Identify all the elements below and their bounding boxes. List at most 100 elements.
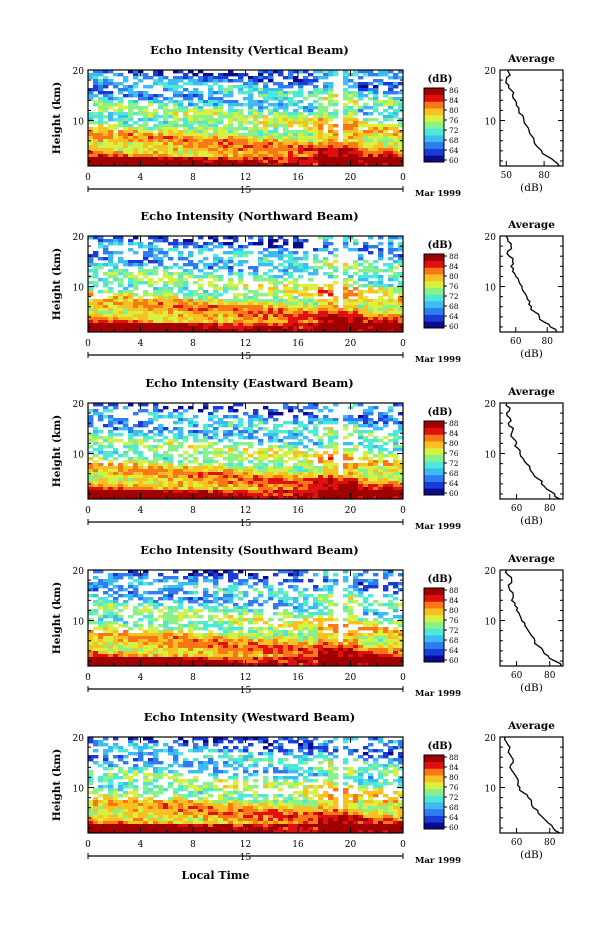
heatmap-cell	[393, 475, 399, 479]
heatmap-cell	[168, 311, 174, 315]
heatmap-cell	[148, 148, 154, 152]
heatmap-cell	[283, 157, 289, 161]
heatmap-cell	[193, 430, 199, 434]
heatmap-cell	[113, 317, 119, 321]
heatmap-cell	[348, 454, 354, 458]
heatmap-cell	[218, 160, 224, 164]
heatmap-cell	[238, 484, 244, 488]
heatmap-cell	[293, 442, 299, 446]
heatmap-cell	[363, 245, 369, 249]
heatmap-cell	[198, 439, 204, 443]
heatmap-cell	[248, 121, 254, 125]
heatmap-cell	[308, 403, 314, 407]
heatmap-cell	[213, 579, 219, 583]
heatmap-cell	[233, 442, 239, 446]
heatmap-cell	[278, 290, 284, 294]
heatmap-cell	[243, 118, 249, 122]
x-tick-label: 4	[138, 506, 144, 516]
heatmap-cell	[108, 254, 114, 258]
heatmap-cell	[88, 329, 94, 333]
heatmap-cell	[398, 582, 404, 586]
heatmap-cell	[108, 487, 114, 491]
heatmap-cell	[108, 463, 114, 467]
heatmap-cell	[138, 299, 144, 303]
heatmap-cell	[308, 91, 314, 95]
heatmap-cell	[98, 154, 104, 158]
heatmap-cell	[193, 266, 199, 270]
heatmap-cell	[223, 133, 229, 137]
heatmap-cell	[283, 242, 289, 246]
heatmap-cell	[368, 430, 374, 434]
heatmap-cell	[278, 145, 284, 149]
heatmap-cell	[93, 139, 99, 143]
heatmap-cell	[208, 109, 214, 113]
heatmap-cell	[358, 109, 364, 113]
heatmap-cell	[133, 460, 139, 464]
heatmap-cell	[193, 73, 199, 77]
heatmap-cell	[303, 570, 309, 574]
heatmap-cell	[318, 326, 324, 330]
heatmap-cell	[258, 112, 264, 116]
colorbar-swatch	[424, 434, 444, 442]
heatmap-cell	[308, 79, 314, 83]
heatmap-cell	[203, 76, 209, 80]
heatmap-cell	[323, 70, 329, 74]
heatmap-cell	[258, 311, 264, 315]
heatmap-cell	[353, 112, 359, 116]
heatmap-cell	[208, 466, 214, 470]
heatmap-cell	[253, 242, 259, 246]
heatmap-cell	[178, 433, 184, 437]
heatmap-cell	[203, 472, 209, 476]
heatmap-cell	[368, 154, 374, 158]
heatmap-cell	[98, 239, 104, 243]
heatmap-cell	[313, 154, 319, 158]
heatmap-cell	[193, 484, 199, 488]
heatmap-cell	[223, 266, 229, 270]
heatmap-cell	[358, 257, 364, 261]
heatmap-cell	[133, 157, 139, 161]
heatmap-cell	[298, 487, 304, 491]
heatmap-cell	[393, 148, 399, 152]
heatmap-cell	[113, 576, 119, 580]
heatmap-cell	[328, 481, 334, 485]
heatmap-cell	[308, 439, 314, 443]
heatmap-cell	[173, 278, 179, 282]
heatmap-cell	[308, 148, 314, 152]
heatmap-cell	[98, 109, 104, 113]
heatmap-cell	[368, 466, 374, 470]
heatmap-cell	[323, 487, 329, 491]
heatmap-cell	[273, 112, 279, 116]
heatmap-cell	[358, 487, 364, 491]
heatmap-cell	[243, 296, 249, 300]
heatmap-cell	[348, 472, 354, 476]
heatmap-cell	[238, 139, 244, 143]
heatmap-cell	[253, 457, 259, 461]
heatmap-cell	[313, 320, 319, 324]
heatmap-cell	[348, 133, 354, 137]
heatmap-cell	[248, 139, 254, 143]
heatmap-cell	[378, 415, 384, 419]
heatmap-cell	[328, 421, 334, 425]
heatmap-cell	[363, 454, 369, 458]
x-tick-label: 4	[138, 173, 144, 183]
heatmap-cell	[283, 570, 289, 574]
day-label: 15	[240, 352, 252, 362]
heatmap-cell	[383, 570, 389, 574]
heatmap-cell	[133, 430, 139, 434]
heatmap-cell	[318, 260, 324, 264]
heatmap-cell	[283, 148, 289, 152]
heatmap-cell	[398, 436, 404, 440]
heatmap-cell	[258, 136, 264, 140]
heatmap-cell	[288, 70, 294, 74]
heatmap-cell	[308, 326, 314, 330]
heatmap-cell	[243, 157, 249, 161]
heatmap-cell	[303, 157, 309, 161]
heatmap-cell	[398, 163, 404, 167]
heatmap-cell	[103, 94, 109, 98]
heatmap-cell	[238, 317, 244, 321]
heatmap-cell	[398, 242, 404, 246]
heatmap-cell	[348, 136, 354, 140]
heatmap-cell	[358, 284, 364, 288]
heatmap-cell	[208, 160, 214, 164]
